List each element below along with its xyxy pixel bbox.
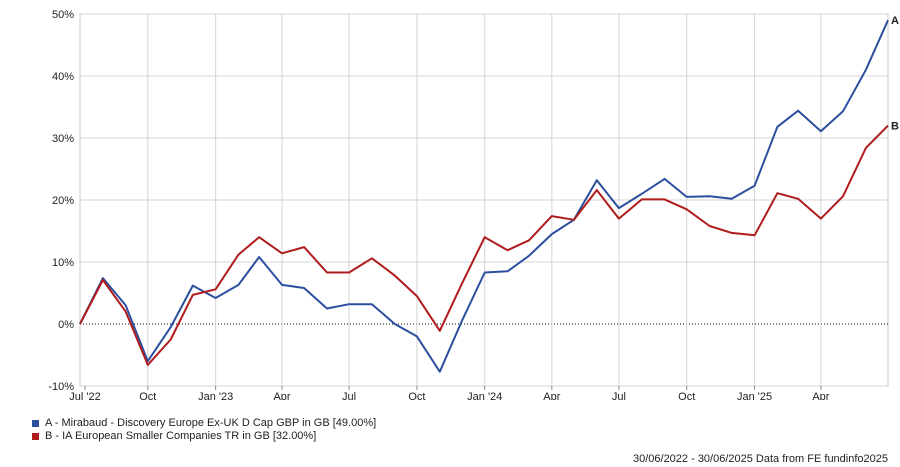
y-tick-label: 40%: [52, 71, 74, 83]
x-tick-label: Jan '24: [467, 391, 502, 400]
series-end-label-a: A: [891, 15, 899, 27]
x-tick-label: Oct: [678, 391, 695, 400]
y-tick-label: 20%: [52, 195, 74, 207]
series-line-b: [79, 124, 889, 366]
x-tick-label: Apr: [543, 391, 560, 400]
y-tick-label: 30%: [52, 133, 74, 145]
x-tick-label: Oct: [139, 391, 156, 400]
legend-swatch-a: [32, 420, 39, 427]
series-end-label-b: B: [891, 121, 899, 133]
chart-series: [79, 19, 889, 373]
x-tick-label: Jan '23: [198, 391, 233, 400]
performance-line-chart: 50% 40% 30% 20% 10% 0% -10% Jul '22 Oct Jan '23 A…: [48, 9, 899, 400]
y-tick-label: -10%: [48, 381, 74, 393]
series-end-labels: AB: [891, 15, 899, 132]
x-tick-label: Jan '25: [737, 391, 772, 400]
x-tick-label: Jul: [612, 391, 626, 400]
chart-grid: [79, 13, 889, 390]
y-tick-label: 10%: [52, 257, 74, 269]
x-axis-tick-labels: Jul '22 Oct Jan '23 Apr Jul Oct Jan '24 Apr Jul O…: [69, 391, 830, 400]
x-tick-label: Jul: [342, 391, 356, 400]
x-tick-label: Apr: [273, 391, 290, 400]
legend-swatch-b: [32, 433, 39, 440]
x-tick-label: Apr: [812, 391, 829, 400]
x-tick-label: Jul '22: [69, 391, 100, 400]
legend-label-b: B - IA European Smaller Companies TR in …: [45, 430, 317, 442]
date-range-source-footer: 30/06/2022 - 30/06/2025 Data from FE fun…: [632, 453, 888, 465]
legend-label-a: A - Mirabaud - Discovery Europe Ex-UK D …: [45, 417, 377, 429]
legend-item-a: A - Mirabaud - Discovery Europe Ex-UK D …: [32, 417, 376, 430]
y-tick-label: 0%: [58, 319, 74, 331]
x-tick-label: Oct: [408, 391, 425, 400]
series-line-a: [79, 19, 889, 373]
legend-item-b: B - IA European Smaller Companies TR in …: [32, 430, 376, 443]
y-axis-tick-labels: 50% 40% 30% 20% 10% 0% -10%: [48, 9, 74, 393]
y-tick-label: 50%: [52, 9, 74, 21]
chart-legend: A - Mirabaud - Discovery Europe Ex-UK D …: [32, 417, 376, 443]
